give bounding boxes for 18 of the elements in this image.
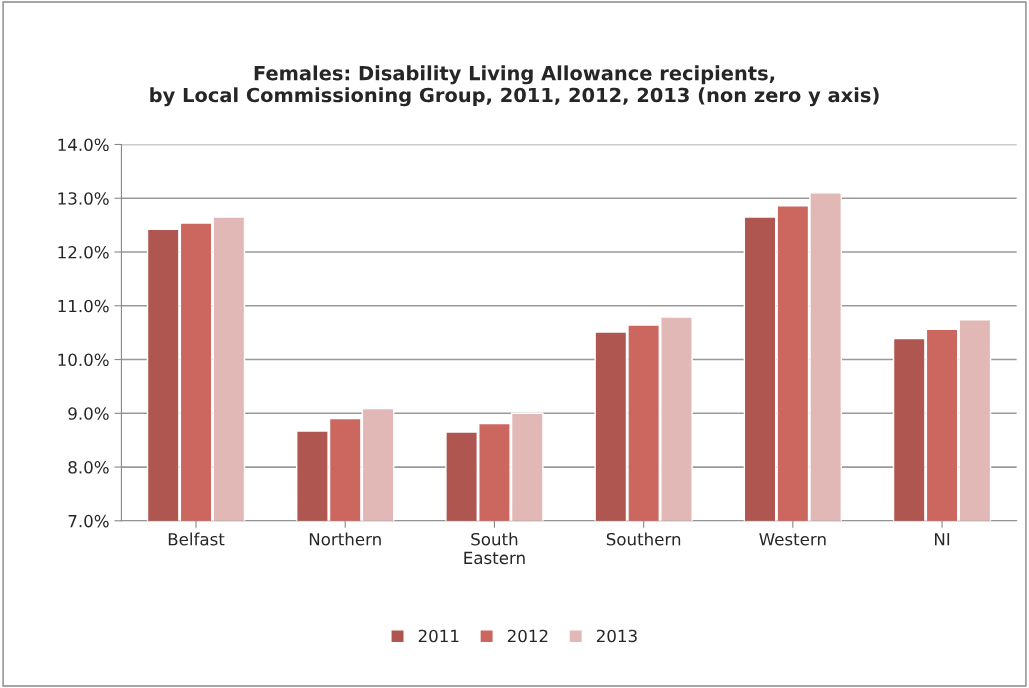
y-tick-label: 12.0% <box>58 245 109 259</box>
x-tick-label: NI <box>934 533 950 546</box>
legend-label: 2011 <box>418 629 459 643</box>
x-tick-label: Western <box>759 533 826 546</box>
y-tick-label: 10.0% <box>58 353 109 367</box>
y-tick-label: 8.0% <box>68 461 109 474</box>
y-tick-label: 9.0% <box>68 407 109 420</box>
y-tick-label: 13.0% <box>58 192 109 205</box>
x-tick-label: Belfast <box>168 532 225 546</box>
x-tick-label: South Eastern <box>464 532 525 565</box>
y-tick-label: 14.0% <box>58 138 109 152</box>
x-tick-label: Northern <box>309 532 381 546</box>
y-tick-label: 7.0% <box>68 514 109 528</box>
legend-label: 2012 <box>507 629 548 643</box>
legend-label: 2013 <box>596 629 637 643</box>
x-tick-label: Southern <box>606 532 681 546</box>
chart-title: Females: Disability Living Allowance recipients, by Local Commissioning Group, 2011, 2012, 2013 (non zero y axis) <box>150 65 879 107</box>
y-tick-label: 11.0% <box>58 299 109 313</box>
